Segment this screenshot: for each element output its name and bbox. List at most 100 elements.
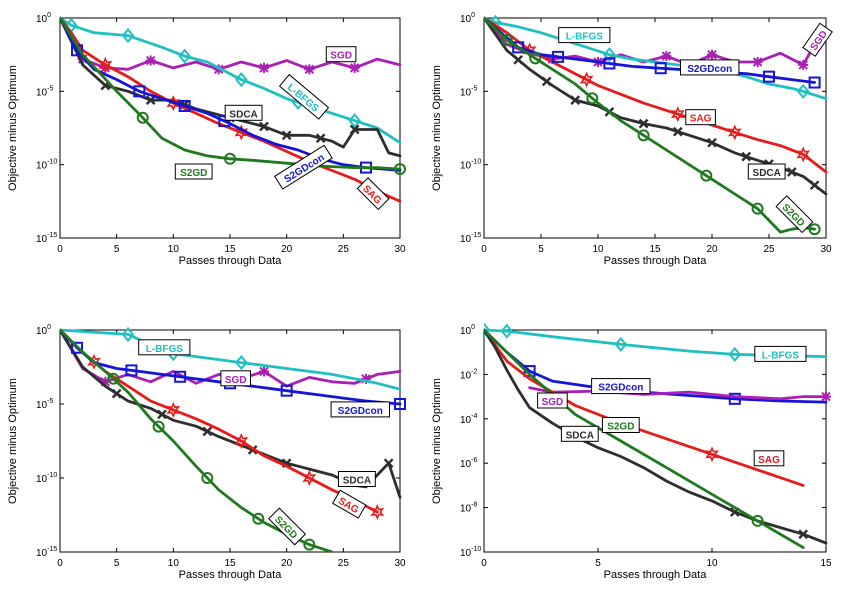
marker-asterisk (145, 55, 156, 66)
y-tick-exp: -8 (471, 502, 477, 509)
series-label-text: S2GD (180, 168, 207, 179)
x-tick-label: 0 (57, 244, 63, 255)
marker-diamond (348, 113, 361, 129)
y-tick-exp: -2 (471, 368, 477, 375)
series-label-text: S2GD (607, 422, 634, 433)
y-tick-label: 10-10 (460, 159, 481, 172)
series-line-sag (60, 328, 379, 514)
series-line-s2gdcon (484, 16, 816, 84)
marker-x (145, 95, 156, 105)
marker-star (234, 124, 249, 141)
y-tick-base: 10 (36, 14, 48, 25)
y-axis-label: Objective minus Optimum (431, 378, 443, 504)
series-label-box (337, 471, 376, 487)
y-tick-label: 10-5 (460, 85, 477, 98)
marker-x (541, 76, 552, 87)
x-tick-label: 20 (281, 558, 293, 569)
marker-square (728, 392, 741, 405)
y-tick-exp: -10 (471, 159, 481, 166)
y-tick-exp: 0 (47, 324, 51, 331)
y-tick-base: 10 (460, 161, 472, 172)
marker-circle (751, 202, 764, 215)
series-label-text: SDCA (229, 109, 257, 120)
series-label-box (747, 163, 786, 180)
series-label-box (754, 345, 807, 362)
series-label-l-bfgs: L-BFGS (558, 27, 611, 44)
y-tick-label: 100 (36, 12, 51, 25)
y-tick-label: 10-10 (36, 472, 57, 485)
marker-x (111, 388, 122, 399)
series-label-box (138, 339, 191, 356)
marker-square (125, 364, 138, 377)
y-tick-label: 10-15 (460, 232, 481, 245)
x-tick-label: 20 (281, 244, 293, 255)
marker-star (705, 446, 719, 463)
y-tick-label: 10-10 (36, 159, 57, 172)
x-tick-label: 0 (57, 558, 63, 569)
x-axis-label: Passes through Data (179, 255, 283, 267)
y-tick-label: 10-15 (36, 232, 57, 245)
y-tick-exp: -5 (47, 398, 53, 405)
y-tick-base: 10 (460, 459, 472, 470)
series-label-text: SAG (758, 455, 780, 466)
y-tick-base: 10 (460, 14, 472, 25)
marker-x (672, 126, 683, 137)
marker-square (763, 70, 775, 83)
series-line-l-bfgs (60, 328, 402, 391)
series-label-box (775, 195, 814, 234)
marker-square (603, 57, 616, 70)
series-line-s2gd (60, 16, 402, 171)
x-tick-label: 30 (394, 244, 406, 255)
marker-asterisk (349, 62, 360, 73)
series-label-sdca: SDCA (747, 163, 786, 180)
marker-asterisk (259, 62, 269, 73)
marker-asterisk (259, 366, 269, 377)
x-tick-label: 5 (538, 244, 544, 255)
marker-diamond (603, 47, 616, 63)
marker-circle (201, 472, 214, 484)
y-tick-base: 10 (36, 161, 48, 172)
series-group (60, 16, 406, 203)
marker-square (178, 100, 191, 112)
marker-square (218, 115, 231, 128)
y-tick-label: 100 (460, 324, 475, 337)
marker-x (202, 426, 213, 437)
marker-square (654, 62, 667, 75)
y-tick-exp: -15 (47, 232, 57, 239)
marker-square (512, 41, 525, 54)
y-tick-base: 10 (36, 234, 48, 245)
x-tick-label: 0 (481, 244, 487, 255)
y-tick-base: 10 (460, 234, 472, 245)
marker-x (570, 95, 581, 105)
marker-star (727, 124, 742, 141)
marker-asterisk (100, 62, 111, 73)
y-tick-base: 10 (460, 504, 472, 515)
series-label-s2gdcon: S2GDcon (591, 378, 651, 395)
marker-x (798, 529, 809, 540)
marker-square (71, 341, 83, 354)
marker-circle (637, 129, 650, 142)
marker-diamond (121, 28, 135, 44)
x-axis-label: Passes through Data (604, 255, 708, 267)
marker-circle (751, 514, 764, 527)
series-label-text: S2GDcon (338, 406, 383, 417)
y-tick-exp: 0 (47, 12, 51, 19)
series-line-l-bfgs (484, 16, 828, 101)
y-tick-base: 10 (460, 326, 472, 337)
marker-x (157, 409, 167, 420)
x-tick-label: 10 (168, 244, 180, 255)
marker-circle (152, 420, 165, 433)
marker-asterisk (100, 376, 111, 387)
marker-star (234, 433, 249, 449)
series-label-sag: SAG (753, 450, 785, 467)
marker-x (638, 118, 649, 129)
marker-square (133, 85, 146, 98)
series-label-text: SGD (542, 397, 564, 408)
y-tick-label: 10-10 (460, 546, 481, 559)
series-label-sdca: SDCA (560, 425, 599, 442)
series-line-sag (484, 16, 828, 174)
y-tick-base: 10 (460, 415, 472, 426)
